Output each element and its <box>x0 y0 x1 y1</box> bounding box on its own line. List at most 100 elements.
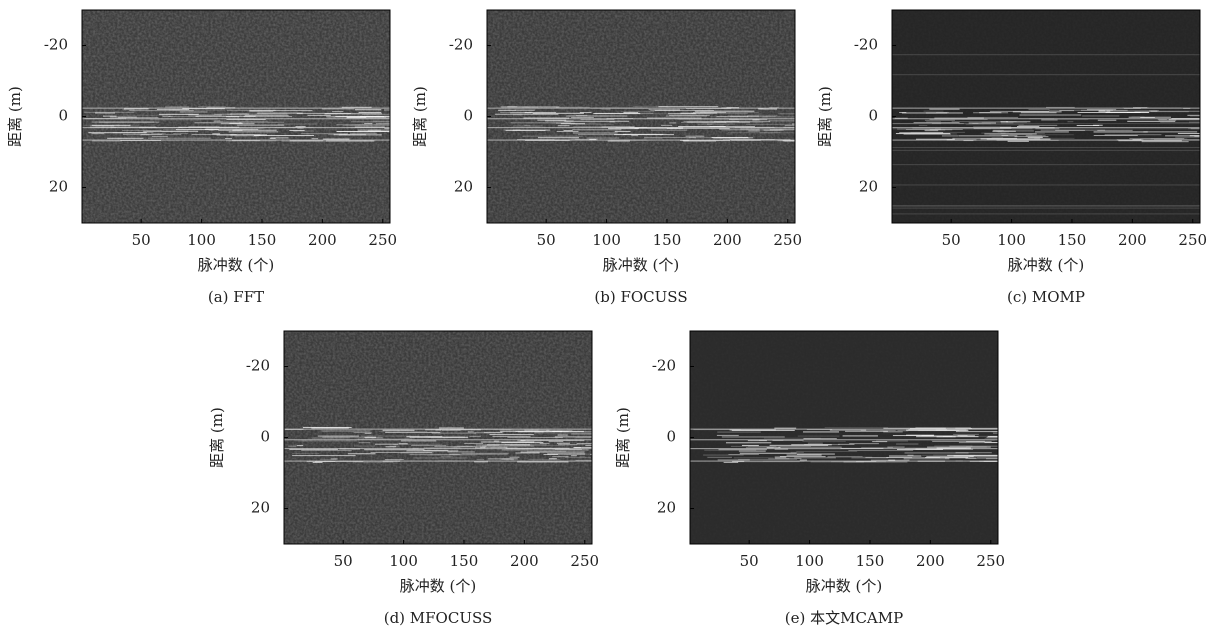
y-tick-label: 20 <box>454 178 473 196</box>
image-streak <box>669 114 710 116</box>
image-streak <box>934 128 991 130</box>
image-streak <box>524 429 550 431</box>
x-tick-label: 150 <box>1058 231 1087 249</box>
image-streak <box>500 106 560 108</box>
image-streak <box>364 123 373 125</box>
image-streak <box>515 109 535 111</box>
image-streak <box>83 124 140 126</box>
image-streak <box>423 447 461 449</box>
image-streak <box>892 435 934 437</box>
image-streak <box>944 457 971 459</box>
image-streak <box>824 427 889 429</box>
image-streak <box>1189 121 1200 123</box>
image-streak <box>524 124 531 126</box>
image-streak <box>364 432 372 434</box>
image-streak <box>552 456 569 458</box>
image-streak <box>571 455 577 457</box>
image-streak <box>198 106 227 108</box>
image-streak <box>571 117 594 119</box>
image-streak <box>554 448 582 450</box>
image-streak <box>576 443 592 445</box>
image-streak <box>447 451 475 453</box>
image-streak <box>861 446 893 448</box>
image-streak <box>364 436 377 438</box>
image-streak <box>387 131 390 133</box>
image-streak <box>769 444 829 446</box>
image-streak <box>296 112 351 114</box>
image-streak <box>175 129 219 131</box>
image-streak <box>534 432 592 434</box>
image-streak <box>227 113 288 115</box>
image-streak <box>843 461 908 463</box>
image-streak <box>963 140 974 142</box>
image-streak <box>523 117 570 119</box>
image-streak <box>772 439 804 441</box>
image-streak <box>226 119 266 121</box>
image-streak <box>234 136 259 138</box>
image-streak <box>566 115 628 117</box>
image-streak <box>520 451 585 453</box>
image-streak <box>932 440 985 442</box>
image-streak <box>573 446 592 448</box>
x-tick-label: 100 <box>187 231 216 249</box>
image-streak <box>464 443 484 445</box>
image-streak <box>548 458 557 460</box>
image-streak <box>667 113 696 115</box>
image-line <box>82 107 390 109</box>
image-streak <box>195 115 256 117</box>
image-streak <box>827 456 863 458</box>
image-streak <box>292 455 356 457</box>
image-line <box>892 164 1200 166</box>
image-streak <box>358 111 382 113</box>
image-streak <box>849 443 879 445</box>
image-streak <box>525 440 542 442</box>
image-line <box>487 139 795 141</box>
image-streak <box>320 458 337 460</box>
image-streak <box>993 130 1034 132</box>
y-tick-label: -20 <box>652 357 676 375</box>
image-line <box>284 428 592 430</box>
image-streak <box>1055 129 1085 131</box>
image-streak <box>924 130 939 132</box>
x-tick-label: 250 <box>570 552 599 570</box>
image-streak <box>784 124 795 126</box>
image-streak <box>482 445 534 447</box>
image-streak <box>162 115 173 117</box>
image-streak <box>759 439 784 441</box>
image-streak <box>168 116 199 118</box>
image-streak <box>188 114 222 116</box>
image-streak <box>1165 135 1200 137</box>
image-streak <box>169 109 225 111</box>
panel: 50 100 150 200 250 -20 0 20 脉冲数 (个) 距离 (m) (c) MOM… <box>816 9 1207 306</box>
image-streak <box>1143 131 1198 133</box>
image-streak <box>986 458 998 460</box>
image-streak <box>688 137 716 139</box>
caption: (b) FOCUSS <box>594 288 687 306</box>
image-streak <box>799 459 808 461</box>
image-streak <box>151 135 168 137</box>
image-streak <box>228 131 279 133</box>
image-streak <box>888 459 896 461</box>
y-tick-label: -20 <box>854 36 878 54</box>
image-streak <box>249 110 274 112</box>
image-streak <box>728 453 759 455</box>
image-streak <box>194 122 242 124</box>
image-streak <box>738 450 766 452</box>
image-streak <box>489 434 534 436</box>
image-streak <box>1175 136 1200 138</box>
image-streak <box>570 138 581 140</box>
panel: 50 100 150 200 250 -20 0 20 脉冲数 (个) 距离 (m) (e) 本文M… <box>614 330 1005 627</box>
image-streak <box>156 108 190 110</box>
image-streak <box>84 111 135 113</box>
image-streak <box>958 135 1018 137</box>
image-streak <box>354 445 375 447</box>
image-streak <box>608 128 639 130</box>
image-streak <box>278 123 318 125</box>
image-streak <box>927 446 991 448</box>
image-streak <box>574 447 581 449</box>
image-streak <box>601 108 611 110</box>
image-streak <box>718 449 767 451</box>
image-streak <box>564 120 630 122</box>
image-streak <box>503 129 521 131</box>
image-streak <box>579 456 585 458</box>
